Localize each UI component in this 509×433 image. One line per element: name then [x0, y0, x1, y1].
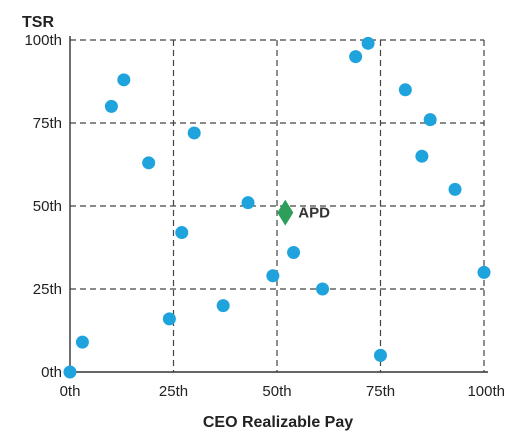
data-point-13 — [349, 50, 363, 64]
data-point-11 — [287, 245, 301, 259]
data-point-8 — [216, 299, 230, 313]
axes — [69, 36, 488, 373]
data-point-19 — [448, 182, 462, 196]
data-point-18 — [423, 113, 437, 127]
y-axis-title: TSR — [22, 14, 54, 31]
data-point-1 — [75, 335, 89, 349]
x-tick-label-2: 50th — [262, 383, 291, 400]
data-point-2 — [104, 99, 118, 113]
y-tick-label-3: 75th — [33, 115, 62, 132]
data-point-10 — [266, 269, 280, 283]
y-tick-label-1: 25th — [33, 281, 62, 298]
x-axis-title: CEO Realizable Pay — [203, 414, 353, 431]
gridlines — [70, 39, 485, 372]
highlight-point-diamond — [277, 199, 294, 226]
data-point-12 — [316, 282, 330, 296]
x-tick-label-3: 75th — [366, 383, 395, 400]
x-tick-label-1: 25th — [159, 383, 188, 400]
data-points: APD — [63, 36, 491, 379]
y-tick-label-4: 100th — [24, 32, 62, 49]
data-point-16 — [398, 83, 412, 97]
data-point-14 — [361, 36, 375, 50]
data-point-6 — [175, 226, 189, 240]
x-tick-label-0: 0th — [60, 383, 81, 400]
data-point-4 — [142, 156, 156, 170]
x-tick-label-4: 100th — [467, 383, 505, 400]
y-tick-label-2: 50th — [33, 198, 62, 215]
highlight-point-label: APD — [298, 205, 330, 222]
data-point-20 — [477, 265, 491, 279]
data-point-17 — [415, 149, 429, 163]
y-tick-label-0: 0th — [41, 364, 62, 381]
data-point-3 — [117, 73, 131, 87]
data-point-15 — [374, 348, 387, 362]
x-tick-labels: 0th 25th 50th 75th 100th — [60, 383, 505, 400]
data-point-9 — [241, 196, 255, 210]
data-point-5 — [162, 312, 176, 326]
y-tick-labels: 0th 25th 50th 75th 100th — [24, 32, 62, 381]
data-point-7 — [187, 126, 201, 140]
data-point-0 — [63, 365, 77, 379]
